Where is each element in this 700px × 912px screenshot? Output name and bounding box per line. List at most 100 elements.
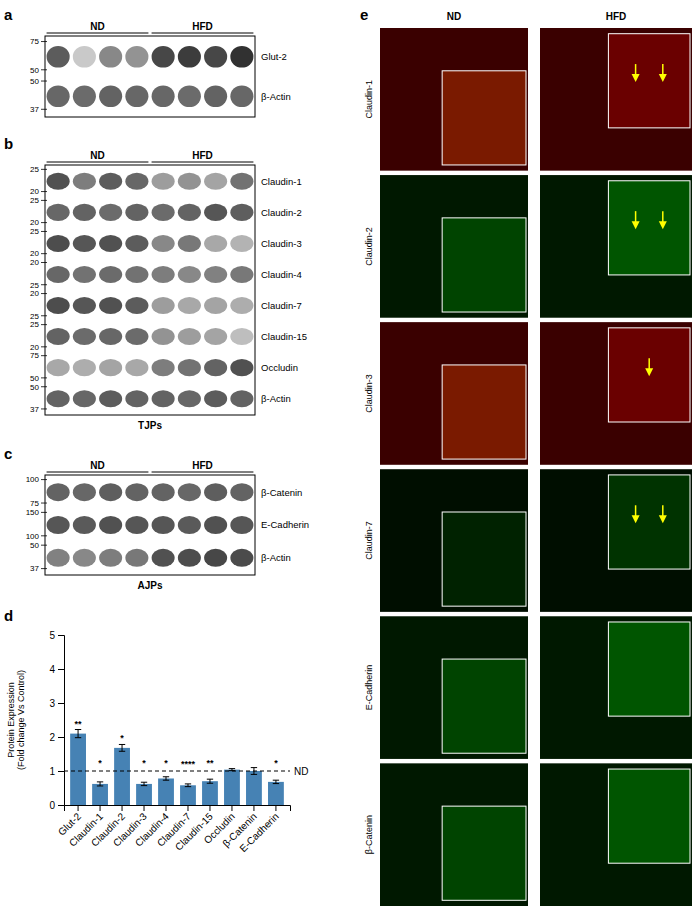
band — [73, 390, 96, 407]
band — [125, 235, 148, 252]
y-tick: 3 — [49, 698, 64, 709]
y-tick-mark — [58, 737, 64, 738]
y-tick-label: 0 — [49, 800, 55, 811]
band — [152, 173, 175, 190]
mw-label: 100 — [26, 532, 40, 541]
band — [125, 297, 148, 314]
error-bar — [166, 777, 167, 780]
band — [99, 359, 122, 376]
mw-label: 20 — [30, 187, 39, 196]
axis-line — [65, 806, 291, 812]
band — [125, 516, 148, 534]
band — [152, 549, 175, 567]
mw-label: 50 — [30, 66, 39, 75]
band — [204, 266, 227, 283]
y-tick: 4 — [49, 664, 64, 675]
image-panel: eNDHFDClaudin-1Claudin-2Claudin-3Claudin… — [360, 6, 692, 906]
x-tick-mark — [275, 805, 276, 811]
y-tick-label: 3 — [49, 698, 55, 709]
band — [73, 85, 96, 107]
image-inset — [608, 181, 690, 275]
band — [99, 85, 122, 107]
mw-tick — [41, 377, 47, 378]
error-cap — [251, 767, 257, 768]
image-field — [540, 616, 692, 759]
panel-label: e — [360, 6, 368, 23]
band — [99, 516, 122, 534]
error-cap — [141, 785, 147, 786]
bands — [47, 46, 254, 107]
arrow-head — [645, 368, 653, 376]
band — [178, 204, 201, 221]
band — [178, 516, 201, 534]
mw-tick — [41, 324, 47, 325]
image-row: β-Catenin — [364, 763, 692, 906]
image-inset — [608, 769, 690, 863]
mw-tick — [41, 41, 47, 42]
y-tick: 0 — [49, 800, 64, 811]
mw-tick — [41, 386, 47, 387]
band — [99, 204, 122, 221]
band — [204, 359, 227, 376]
blot-panel: bNDHFD2520Claudin-12520Claudin-22520Clau… — [4, 135, 307, 431]
protein-label: Claudin-7 — [261, 300, 302, 311]
protein-label: β-Actin — [261, 552, 291, 563]
error-cap — [97, 785, 103, 786]
band — [73, 483, 96, 501]
bar — [246, 771, 262, 805]
band — [47, 173, 70, 190]
protein-label: Claudin-2 — [261, 207, 302, 218]
error-cap — [185, 783, 191, 784]
reference-line — [64, 771, 290, 772]
panel-label: a — [4, 6, 13, 23]
protein-label: β-Actin — [261, 91, 291, 102]
image-field — [380, 616, 528, 759]
mw-label: 25 — [30, 196, 39, 205]
band — [47, 359, 70, 376]
blot-frame — [45, 475, 255, 575]
protein-label: β-Catenin — [261, 487, 302, 498]
mw-tick — [41, 191, 47, 192]
arrow-head — [632, 515, 640, 523]
bar — [136, 784, 152, 805]
x-tick-mark — [231, 805, 232, 811]
band — [99, 297, 122, 314]
mw-tick — [41, 355, 47, 356]
mw-label: 20 — [30, 258, 39, 267]
row-label: Claudin-1 — [364, 80, 374, 119]
group-label: HFD — [192, 460, 213, 471]
arrow-head — [632, 74, 640, 82]
image-row: Claudin-1 — [364, 28, 692, 171]
x-tick-mark — [122, 805, 123, 811]
band — [125, 46, 148, 68]
error-bar — [78, 730, 79, 738]
mw-tick — [41, 69, 47, 70]
band — [73, 46, 96, 68]
band — [152, 516, 175, 534]
mw-label: 75 — [30, 499, 39, 508]
band — [125, 483, 148, 501]
band — [178, 46, 201, 68]
group-bracket — [152, 472, 254, 473]
group-bracket — [47, 33, 149, 34]
band — [178, 359, 201, 376]
band — [204, 173, 227, 190]
group-label: ND — [90, 21, 104, 32]
image-inset — [608, 328, 690, 422]
bar-panel: d012345Glut-2Claudin-1Claudin-2Claudin-3… — [4, 607, 308, 854]
band — [47, 235, 70, 252]
image-field — [380, 763, 528, 906]
x-tick: E-Cadherin — [237, 805, 281, 854]
error-cap — [75, 737, 81, 738]
protein-label: E-Cadherin — [261, 519, 309, 530]
band — [230, 328, 253, 345]
error-cap — [163, 780, 169, 781]
error-cap — [163, 776, 169, 777]
x-tick-mark — [144, 805, 145, 811]
band — [204, 204, 227, 221]
mw-label: 37 — [30, 105, 39, 114]
band — [47, 204, 70, 221]
error-cap — [207, 783, 213, 784]
y-axis: 012345 — [49, 630, 64, 811]
group-label: ND — [447, 11, 461, 22]
